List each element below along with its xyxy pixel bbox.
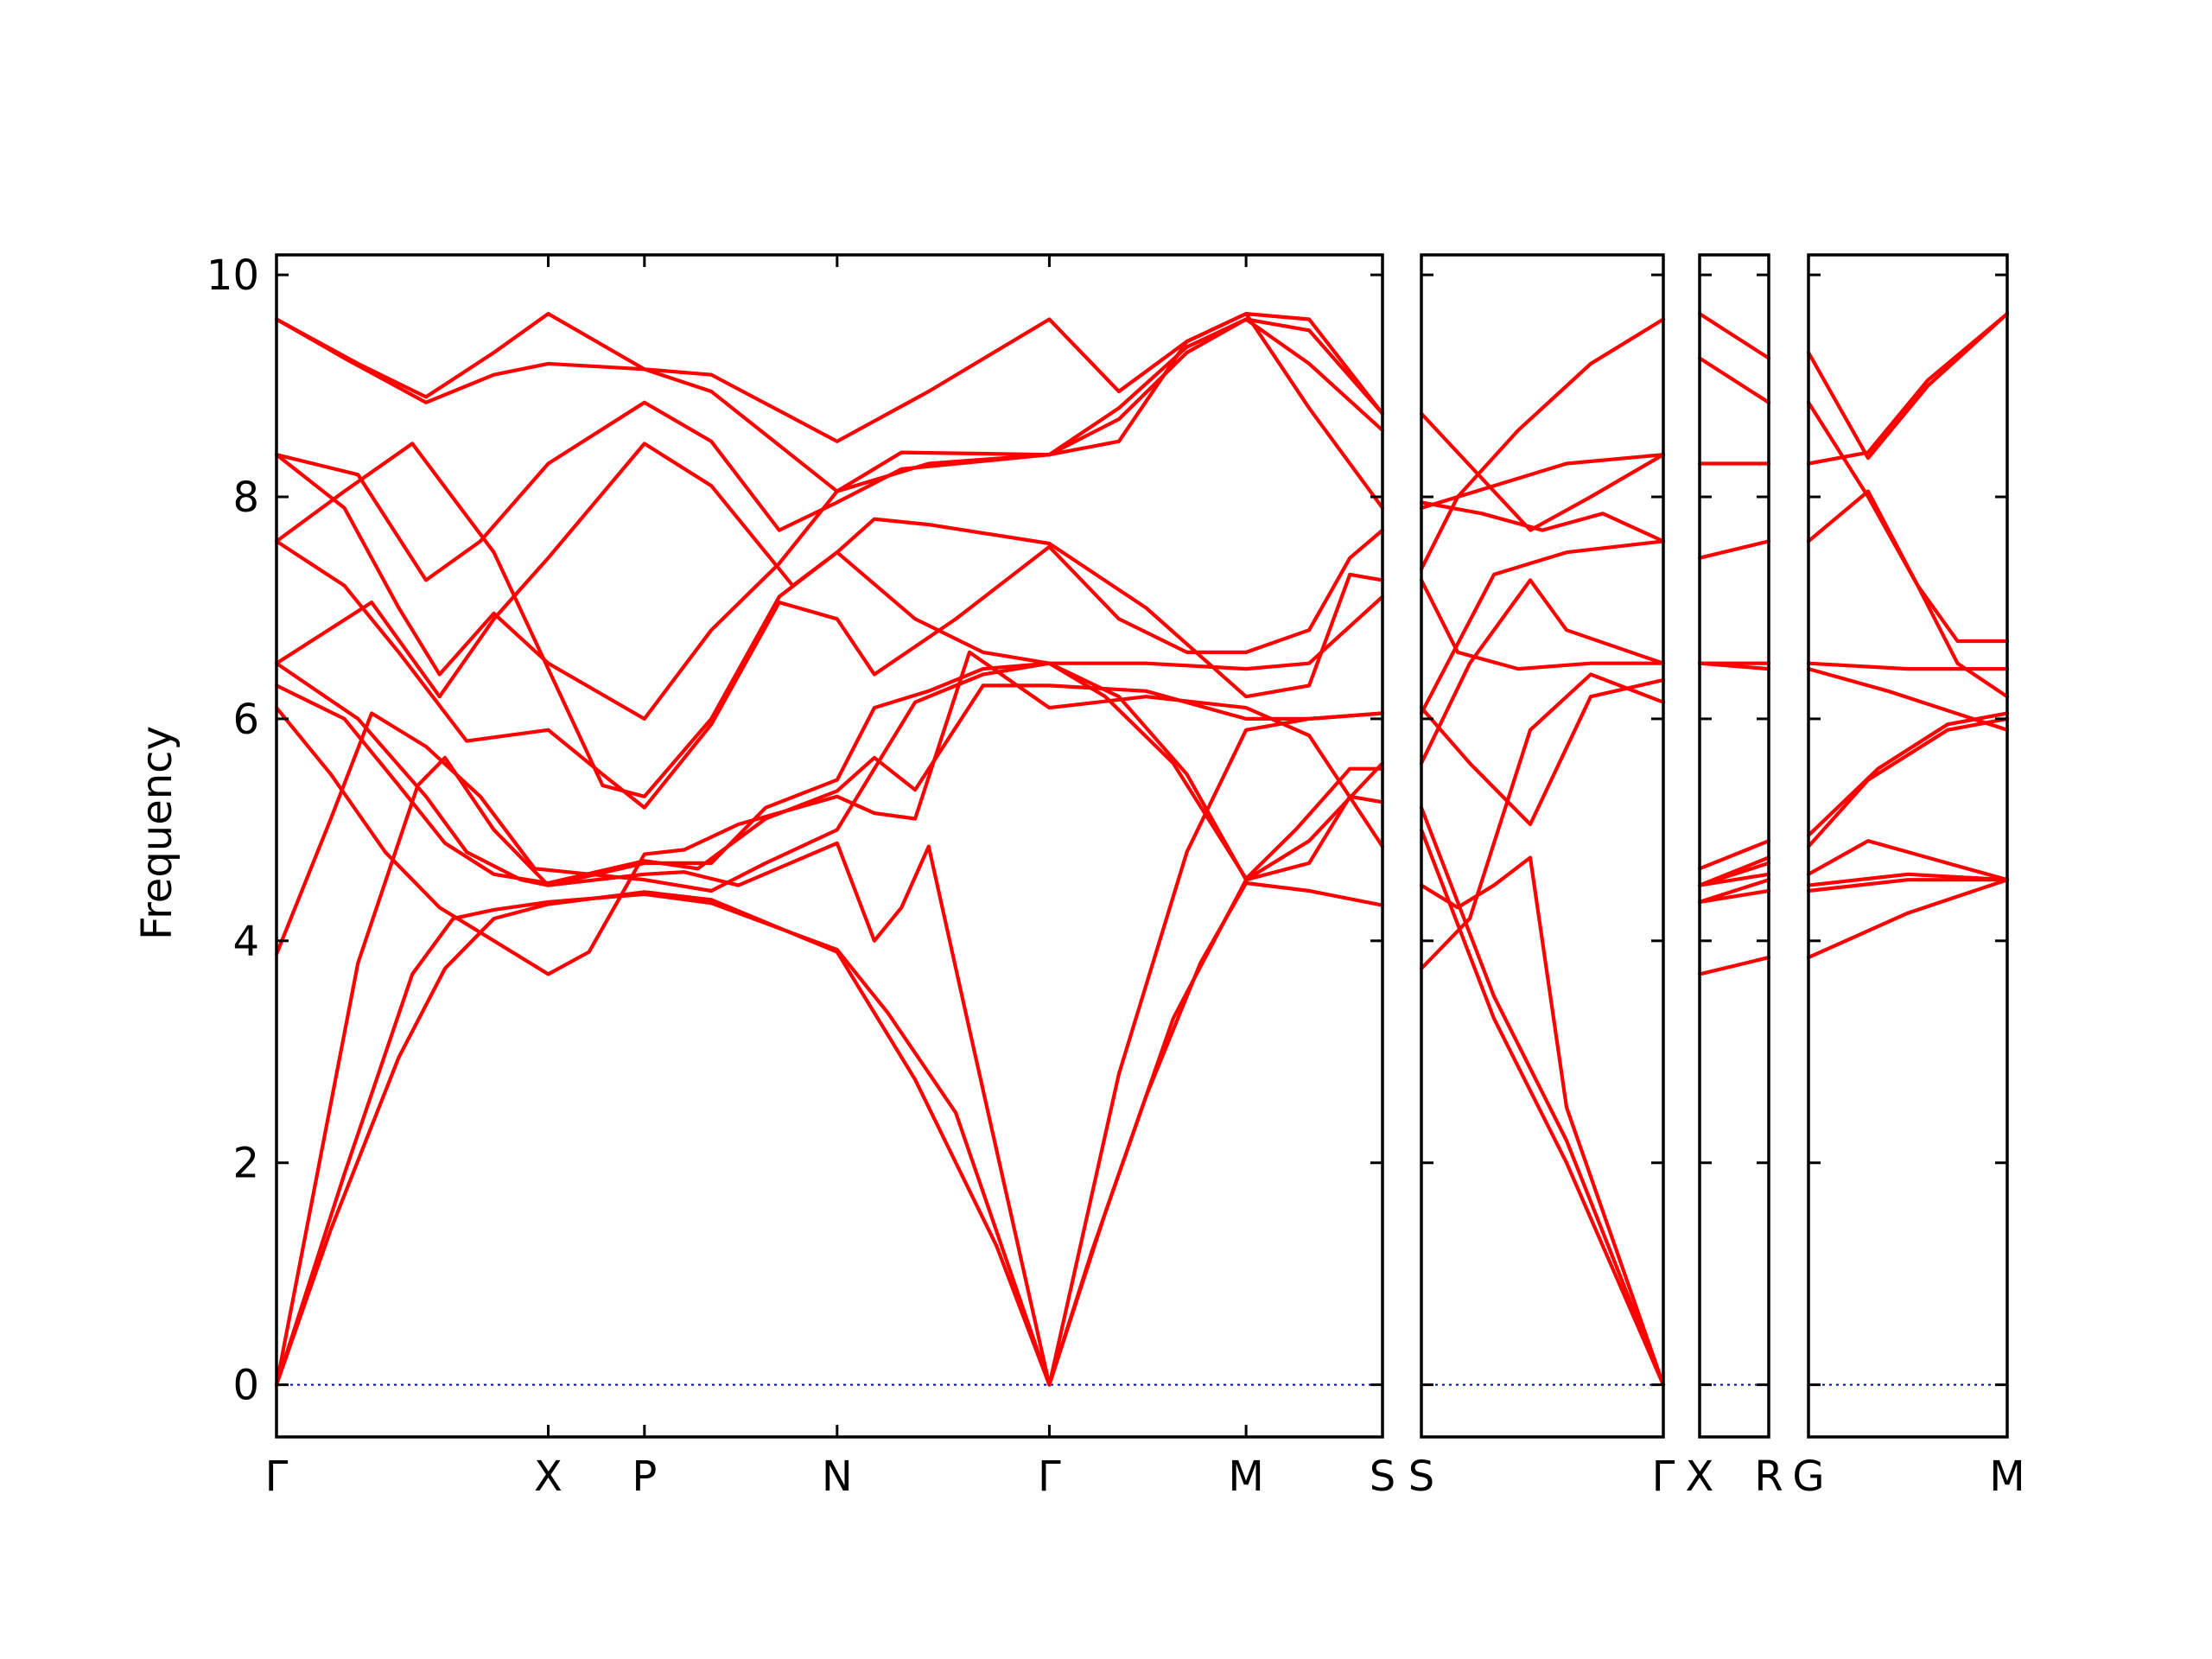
band-line — [1419, 828, 1666, 1387]
panel-frame — [1807, 253, 2009, 1439]
x-tick-label: X — [1686, 1452, 1714, 1501]
panel-frame — [1420, 253, 1665, 1439]
y-tick-label: 4 — [232, 918, 259, 966]
band-line — [274, 312, 1385, 443]
band-line — [1806, 878, 2010, 960]
band-line — [1806, 667, 2010, 732]
band-line — [1697, 878, 1771, 904]
band-line — [274, 880, 1385, 1387]
band-line — [274, 711, 1385, 1387]
panel-frame — [1698, 253, 1770, 1439]
band-line — [274, 650, 1385, 976]
y-tick-label: 8 — [232, 474, 259, 522]
band-line — [274, 442, 1385, 882]
y-tick-label: 0 — [232, 1362, 259, 1410]
x-tick-label: Γ — [1652, 1452, 1675, 1501]
x-tick-label: M — [1989, 1452, 2024, 1501]
band-line — [1806, 716, 2010, 849]
band-line — [1806, 400, 2010, 699]
x-tick-label: G — [1792, 1452, 1824, 1501]
x-tick-label: S — [1408, 1452, 1434, 1501]
x-tick-label: M — [1228, 1452, 1263, 1501]
band-line — [1419, 411, 1666, 532]
band-line — [1419, 855, 1666, 1387]
band-line — [1697, 839, 1771, 871]
band-line — [1697, 312, 1771, 360]
band-line — [1806, 872, 2010, 887]
x-tick-label: Γ — [265, 1452, 289, 1501]
band-line — [1697, 356, 1771, 404]
band-line — [1419, 805, 1666, 1387]
x-tick-label: P — [632, 1452, 657, 1501]
band-line — [274, 312, 1385, 510]
band-line — [274, 794, 1385, 1387]
band-line — [1697, 539, 1771, 560]
band-line — [274, 317, 1385, 721]
band-line — [1419, 677, 1666, 827]
band-line — [274, 683, 1385, 886]
panel-frame — [275, 253, 1384, 1439]
band-line — [1419, 672, 1666, 970]
band-line — [1419, 500, 1666, 543]
y-axis-title: Frequency — [133, 726, 181, 940]
band-line — [274, 317, 1385, 582]
band-line — [274, 594, 1385, 887]
x-tick-label: S — [1370, 1452, 1395, 1501]
x-tick-label: R — [1754, 1452, 1783, 1501]
y-tick-label: 2 — [232, 1140, 259, 1188]
x-tick-label: Γ — [1038, 1452, 1061, 1501]
band-line — [1419, 317, 1666, 571]
y-tick-label: 10 — [207, 251, 259, 300]
band-line — [1806, 878, 2010, 893]
band-line — [1419, 578, 1666, 671]
y-axis: 0 2 4 6 8 10 — [207, 251, 259, 1410]
band-line — [1806, 839, 2010, 882]
band-line — [274, 528, 1385, 810]
band-line — [1697, 956, 1771, 976]
band-line — [1697, 855, 1771, 887]
band-line — [1806, 661, 2010, 671]
band-line — [1419, 539, 1666, 715]
x-tick-label: N — [822, 1452, 853, 1501]
band-line — [1806, 711, 2010, 837]
band-line — [1419, 578, 1666, 766]
y-tick-label: 6 — [232, 696, 259, 744]
band-line — [1806, 312, 2010, 461]
x-tick-label: X — [534, 1452, 563, 1501]
band-line — [1806, 312, 2010, 466]
